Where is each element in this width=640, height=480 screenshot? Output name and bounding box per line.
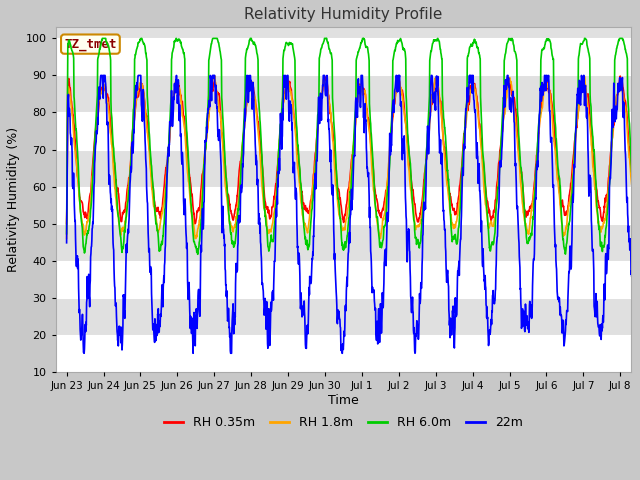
Bar	[56, 38, 631, 75]
Y-axis label: Relativity Humidity (%): Relativity Humidity (%)	[7, 127, 20, 272]
Bar	[56, 112, 631, 150]
Legend: RH 0.35m, RH 1.8m, RH 6.0m, 22m: RH 0.35m, RH 1.8m, RH 6.0m, 22m	[159, 411, 527, 434]
X-axis label: Time: Time	[328, 394, 359, 407]
Title: Relativity Humidity Profile: Relativity Humidity Profile	[244, 7, 443, 22]
Text: TZ_tmet: TZ_tmet	[64, 37, 116, 50]
Bar	[56, 187, 631, 224]
Bar	[56, 261, 631, 298]
Bar	[56, 335, 631, 372]
